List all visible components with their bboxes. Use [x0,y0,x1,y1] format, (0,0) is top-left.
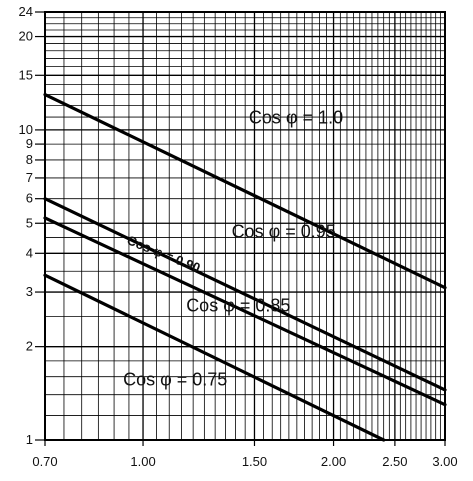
series-line [43,216,447,407]
x-tick-label: 2.00 [321,454,346,469]
x-axis-ticks: 0.70 1.00 1.50 2.00 2.50 3.00 [32,440,458,469]
y-tick-label: 8 [26,152,33,167]
plot-border [44,11,446,441]
y-tick-label: 24 [19,4,33,19]
y-tick-label: 6 [26,191,33,206]
x-tick-label: 1.50 [242,454,267,469]
series-line [43,197,447,392]
y-tick-label: 3 [26,284,33,299]
y-tick-label: 5 [26,215,33,230]
curve-label: Cos φ = 0.75 [123,369,227,389]
curve-label: Cos φ = 1.0 [249,107,343,127]
series-line [43,273,386,442]
y-tick-label: 2 [26,339,33,354]
curve-label: Cos φ = 0.85 [186,295,290,315]
y-tick-label: 20 [19,29,33,44]
y-tick-label: 7 [26,170,33,185]
x-tick-label: 0.70 [32,454,57,469]
plot-frame [44,11,446,441]
y-tick-label: 4 [26,245,33,260]
series-line [43,92,447,290]
series [43,92,447,442]
curve-label: Cos φ = 0.95 [232,221,336,241]
y-tick-label: 10 [19,122,33,137]
y-tick-label: 9 [26,136,33,151]
y-tick-label: 1 [26,432,33,447]
y-tick-label: 15 [19,67,33,82]
x-tick-label: 2.50 [382,454,407,469]
x-tick-label: 1.00 [130,454,155,469]
x-tick-label: 3.00 [432,454,457,469]
